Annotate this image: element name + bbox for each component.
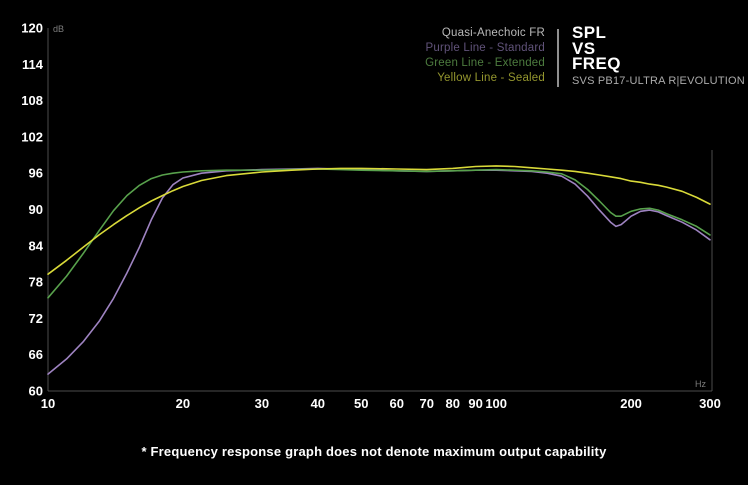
legend-item-standard: Purple Line - Standard — [425, 42, 545, 54]
x-tick-label: 100 — [485, 396, 507, 411]
legend-title: Quasi-Anechoic FR — [441, 27, 545, 39]
y-tick-label: 78 — [29, 275, 43, 290]
x-tick-label: 50 — [354, 396, 368, 411]
y-tick-label: 90 — [29, 202, 43, 217]
series-line-sealed — [47, 165, 711, 276]
x-tick-label: 80 — [446, 396, 460, 411]
product-subtitle: SVS PB17-ULTRA R|EVOLUTION — [572, 74, 745, 87]
series-line-standard — [47, 167, 711, 375]
y-tick-label: 102 — [21, 129, 43, 144]
x-tick-label: 300 — [699, 396, 721, 411]
x-tick-label: 200 — [620, 396, 642, 411]
x-tick-label: 60 — [390, 396, 404, 411]
y-tick-label: 72 — [29, 311, 43, 326]
title-line-vs: VS — [572, 38, 596, 58]
title-line-spl: SPL — [572, 23, 607, 42]
x-tick-label: 70 — [420, 396, 434, 411]
y-tick-label: 114 — [22, 57, 44, 72]
x-tick-label: 10 — [41, 396, 55, 411]
series-line-extended — [47, 168, 711, 299]
y-tick-label: 84 — [29, 238, 44, 253]
x-tick-label: 40 — [311, 396, 325, 411]
footnote: * Frequency response graph does not deno… — [141, 444, 607, 459]
y-tick-label: 96 — [29, 166, 43, 181]
y-tick-label: 60 — [29, 384, 43, 399]
y-tick-label: 66 — [29, 347, 43, 362]
title-block: SPL VS FREQ SVS PB17-ULTRA R|EVOLUTION — [572, 23, 745, 87]
legend-item-extended: Green Line - Extended — [425, 57, 545, 69]
x-tick-label: 90 — [468, 396, 482, 411]
hz-unit-label: Hz — [695, 379, 706, 389]
y-tick-label: 108 — [21, 93, 43, 108]
chart-legend: Quasi-Anechoic FR Purple Line - Standard… — [425, 26, 545, 86]
x-tick-label: 20 — [176, 396, 190, 411]
title-line-freq: FREQ — [572, 54, 621, 73]
legend-item-sealed: Yellow Line - Sealed — [437, 72, 545, 84]
header-divider — [557, 29, 559, 87]
y-tick-label: 120 — [21, 21, 43, 36]
db-unit-label: dB — [53, 24, 64, 34]
x-tick-label: 30 — [255, 396, 269, 411]
